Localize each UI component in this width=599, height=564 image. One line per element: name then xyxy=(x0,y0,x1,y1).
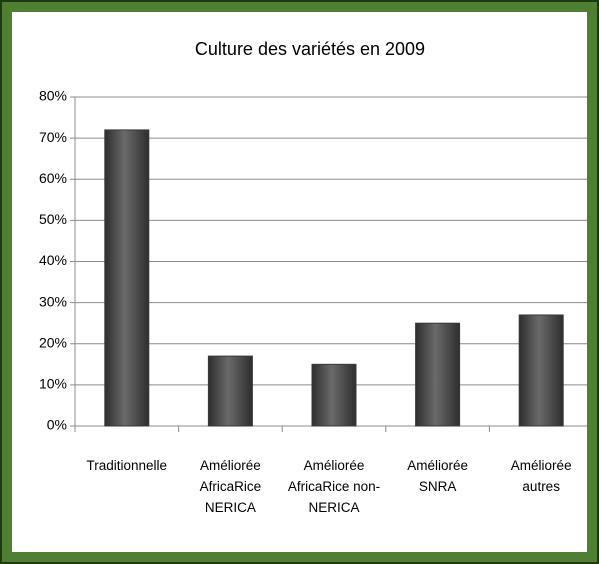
x-tick-label: Améliorée AfricaRice NERICA xyxy=(199,458,262,515)
chart-title: Culture des variétés en 2009 xyxy=(195,39,425,59)
x-tick-label: Améliorée autres xyxy=(510,458,572,494)
x-tick-label: Améliorée SNRA xyxy=(407,458,468,494)
y-tick-label: 50% xyxy=(39,211,67,227)
y-tick-label: 30% xyxy=(39,293,67,309)
bar xyxy=(518,314,564,427)
bar xyxy=(311,363,357,427)
chart: Culture des variétés en 2009 0% 10% 20% 30%… xyxy=(39,39,587,433)
y-tick-label: 20% xyxy=(39,334,67,350)
y-tick-label: 70% xyxy=(39,129,67,145)
x-tick-label: Améliorée AfricaRice non-NERICA xyxy=(287,458,381,515)
bar xyxy=(415,322,461,427)
y-tick-label: 10% xyxy=(39,376,67,392)
y-tick-label: 0% xyxy=(47,417,67,433)
bar xyxy=(207,355,253,427)
y-tick-label: 80% xyxy=(39,88,67,104)
x-tick-label: Traditionnelle xyxy=(86,458,168,473)
y-tick-label: 40% xyxy=(39,252,67,268)
y-tick-label: 60% xyxy=(39,170,67,186)
bar xyxy=(104,129,150,427)
